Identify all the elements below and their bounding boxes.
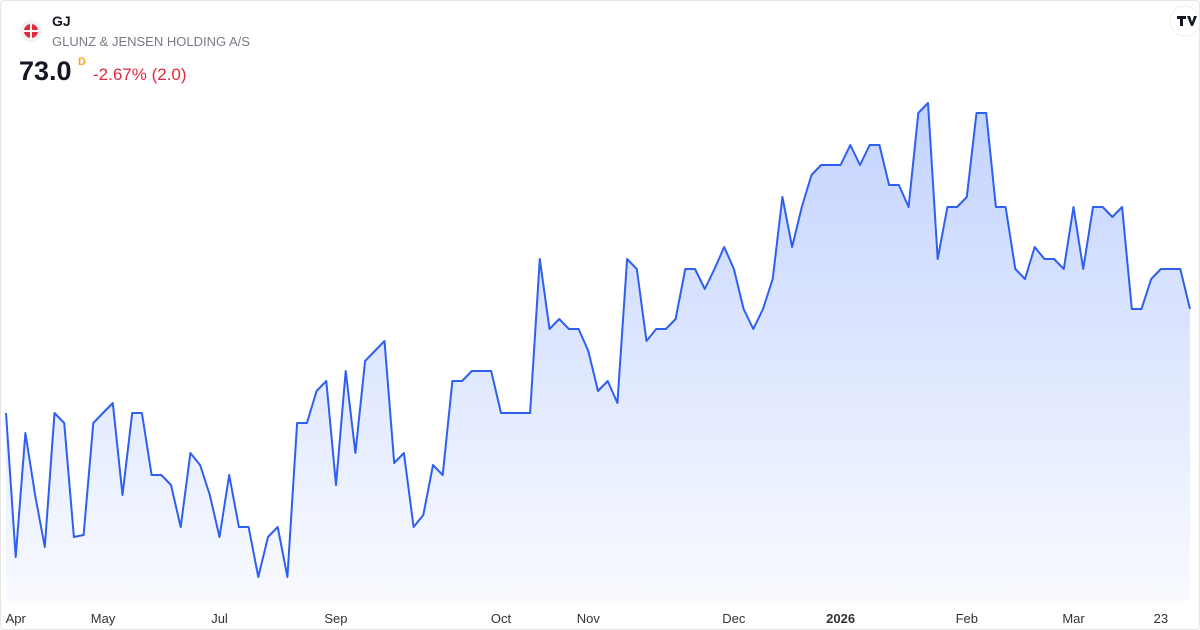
area-fill bbox=[6, 103, 1190, 601]
symbol: GJ bbox=[52, 13, 71, 29]
x-tick-label: May bbox=[91, 611, 116, 626]
x-tick-label: Oct bbox=[491, 611, 512, 626]
x-tick-label: Dec bbox=[722, 611, 746, 626]
x-tick-label: Feb bbox=[956, 611, 978, 626]
x-tick-label: 23 bbox=[1154, 611, 1168, 626]
period: D bbox=[78, 56, 86, 68]
tv-logo[interactable] bbox=[1169, 5, 1199, 37]
x-tick-label: 2026 bbox=[826, 611, 855, 626]
logo bbox=[20, 20, 42, 42]
x-tick-label: Mar bbox=[1062, 611, 1085, 626]
x-tick-label: Jul bbox=[211, 611, 228, 626]
x-tick-label: Nov bbox=[577, 611, 601, 626]
price-line bbox=[5, 102, 1191, 578]
company-name: GLUNZ & JENSEN HOLDING A/S bbox=[52, 34, 250, 49]
x-tick-label: Sep bbox=[324, 611, 347, 626]
x-tick-label: Apr bbox=[6, 611, 27, 626]
change: -2.67% (2.0) bbox=[93, 65, 187, 84]
price: 73.0 bbox=[19, 56, 72, 86]
